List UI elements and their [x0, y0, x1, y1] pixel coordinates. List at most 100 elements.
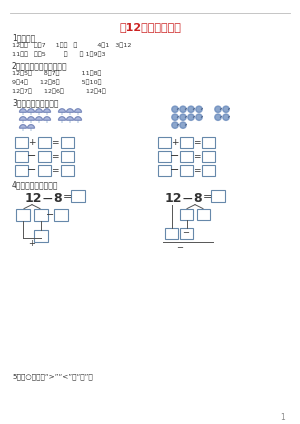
Bar: [15, 137, 28, 148]
Bar: [22, 120, 24, 123]
Text: −: −: [182, 192, 194, 206]
Polygon shape: [28, 125, 34, 128]
Bar: [202, 165, 215, 176]
Bar: [180, 137, 193, 148]
Polygon shape: [44, 109, 50, 112]
Text: =: =: [193, 152, 201, 161]
Bar: [34, 231, 48, 243]
Text: =: =: [51, 138, 59, 147]
Polygon shape: [20, 117, 26, 120]
Bar: [71, 190, 85, 202]
Polygon shape: [74, 117, 82, 120]
Text: =: =: [193, 138, 201, 147]
Polygon shape: [28, 117, 34, 120]
Text: 12－7＝      12－6＝           12－4＝: 12－7＝ 12－6＝ 12－4＝: [12, 88, 106, 94]
Bar: [180, 209, 193, 220]
Bar: [15, 151, 28, 162]
Text: =: =: [203, 192, 212, 202]
Bar: [16, 209, 30, 220]
Circle shape: [188, 106, 194, 112]
Text: =: =: [193, 166, 201, 175]
Text: 〈12几」基础习题: 〈12几」基础习题: [119, 22, 181, 32]
Circle shape: [215, 114, 221, 120]
Bar: [61, 112, 63, 115]
Bar: [38, 151, 51, 162]
Bar: [46, 112, 48, 115]
Polygon shape: [20, 125, 26, 128]
Circle shape: [172, 114, 178, 120]
Text: −: −: [170, 151, 180, 162]
Text: 2．写出下列算式的得数。: 2．写出下列算式的得数。: [12, 61, 68, 70]
Text: 1: 1: [280, 413, 285, 422]
Circle shape: [196, 106, 202, 112]
Bar: [61, 165, 74, 176]
Circle shape: [223, 114, 229, 120]
Polygon shape: [20, 109, 26, 112]
Text: 12: 12: [25, 192, 43, 205]
Polygon shape: [58, 109, 65, 112]
Bar: [38, 165, 51, 176]
Text: +: +: [28, 138, 36, 147]
Bar: [180, 165, 193, 176]
Text: 12: 12: [165, 192, 182, 205]
Text: 5．在○里填上“>”“<”或“＝”。: 5．在○里填上“>”“<”或“＝”。: [12, 374, 93, 380]
Text: =: =: [63, 192, 72, 202]
Text: −: −: [42, 192, 54, 206]
Polygon shape: [67, 109, 73, 112]
Bar: [158, 137, 171, 148]
Bar: [15, 165, 28, 176]
Text: 1．填空。: 1．填空。: [12, 34, 35, 43]
Circle shape: [223, 106, 229, 112]
Circle shape: [172, 122, 178, 128]
Text: −: −: [182, 229, 190, 237]
Polygon shape: [58, 117, 65, 120]
Circle shape: [180, 106, 186, 112]
Bar: [38, 112, 40, 115]
Text: +: +: [171, 138, 179, 147]
Polygon shape: [35, 109, 43, 112]
Bar: [38, 137, 51, 148]
Bar: [158, 165, 171, 176]
Bar: [30, 112, 32, 115]
Bar: [211, 190, 225, 202]
Circle shape: [215, 106, 221, 112]
Bar: [22, 128, 24, 131]
Text: −: −: [27, 151, 37, 162]
Bar: [22, 112, 24, 115]
Polygon shape: [44, 117, 50, 120]
Bar: [77, 112, 79, 115]
Bar: [61, 120, 63, 123]
Text: 3．数一数，填一填。: 3．数一数，填一填。: [12, 98, 58, 107]
Text: =: =: [51, 152, 59, 161]
Bar: [180, 151, 193, 162]
Bar: [202, 137, 215, 148]
Text: 8: 8: [193, 192, 202, 205]
Bar: [61, 137, 74, 148]
Text: 4．想一想，填一填。: 4．想一想，填一填。: [12, 181, 58, 190]
Polygon shape: [74, 109, 82, 112]
Bar: [46, 120, 48, 123]
Text: =: =: [51, 166, 59, 175]
Bar: [61, 151, 74, 162]
Bar: [77, 120, 79, 123]
Bar: [165, 229, 178, 240]
Text: −: −: [27, 165, 37, 176]
Bar: [69, 120, 71, 123]
Bar: [197, 209, 210, 220]
Text: 8: 8: [53, 192, 61, 205]
Circle shape: [172, 106, 178, 112]
Polygon shape: [67, 117, 73, 120]
Circle shape: [188, 114, 194, 120]
Bar: [54, 209, 68, 220]
Bar: [38, 120, 40, 123]
Polygon shape: [35, 117, 43, 120]
Text: −: −: [176, 243, 184, 252]
Text: 9＋4＝      12－8＝           5＋10＝: 9＋4＝ 12－8＝ 5＋10＝: [12, 79, 101, 85]
Bar: [30, 128, 32, 131]
Text: 12－5＝      8＋7＝           11＋8＝: 12－5＝ 8＋7＝ 11＋8＝: [12, 70, 101, 76]
Text: −: −: [46, 209, 54, 220]
Circle shape: [180, 122, 186, 128]
Polygon shape: [28, 109, 34, 112]
Bar: [180, 229, 193, 240]
Bar: [202, 151, 215, 162]
